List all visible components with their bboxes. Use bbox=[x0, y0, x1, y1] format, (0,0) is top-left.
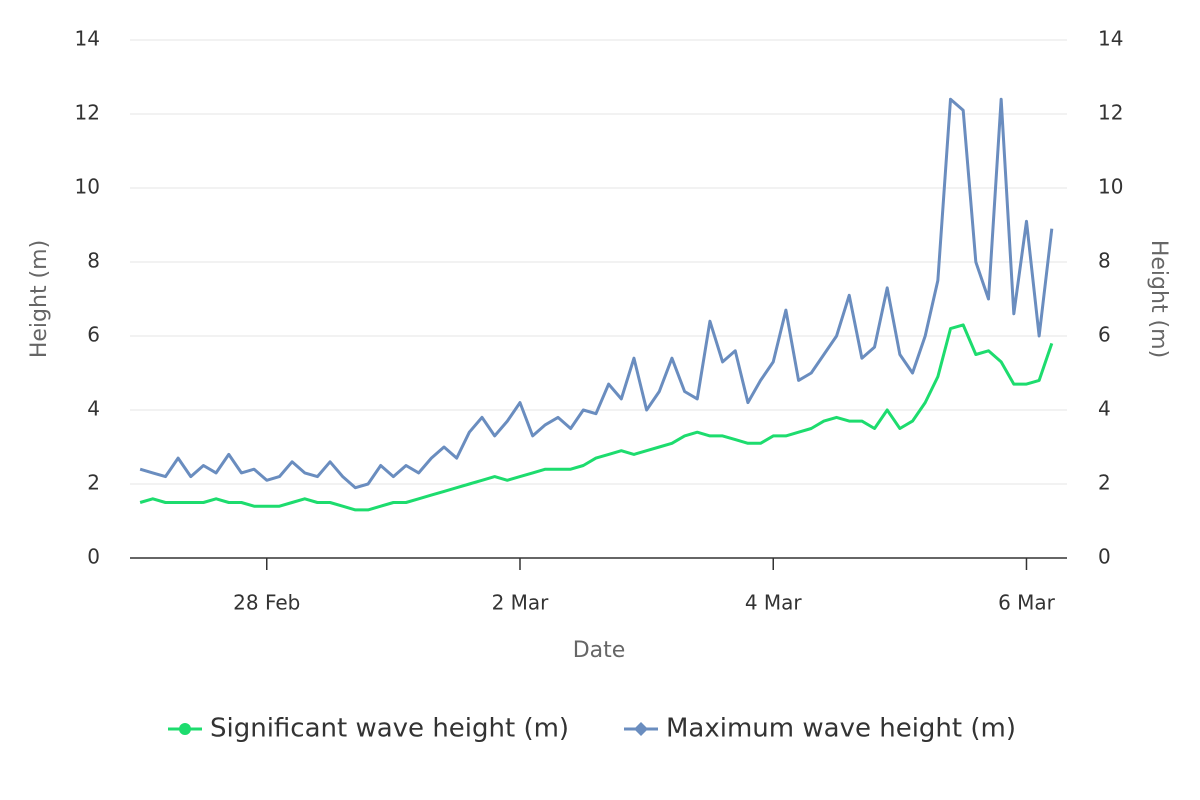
y2-tick-label: 2 bbox=[1098, 471, 1111, 495]
legend-label: Maximum wave height (m) bbox=[666, 714, 1016, 744]
legend-marker bbox=[179, 723, 191, 735]
y2-tick-label: 12 bbox=[1098, 101, 1123, 125]
x-tick-label: 2 Mar bbox=[492, 591, 550, 615]
y2-tick-label: 6 bbox=[1098, 323, 1111, 347]
y2-tick-label: 8 bbox=[1098, 249, 1111, 273]
x-tick-label: 4 Mar bbox=[745, 591, 803, 615]
x-axis-title: Date bbox=[573, 638, 626, 663]
legend-label: Significant wave height (m) bbox=[210, 714, 569, 744]
series-line bbox=[139, 97, 1054, 490]
y-tick-label: 4 bbox=[87, 397, 100, 421]
y-tick-label: 2 bbox=[87, 471, 100, 495]
y-tick-label: 8 bbox=[87, 249, 100, 273]
y2-tick-label: 10 bbox=[1098, 175, 1123, 199]
series-line bbox=[139, 323, 1054, 512]
y2-tick-label: 0 bbox=[1098, 545, 1111, 569]
y-tick-label: 0 bbox=[87, 545, 100, 569]
y2-tick-label: 4 bbox=[1098, 397, 1111, 421]
y2-tick-label: 14 bbox=[1098, 27, 1123, 51]
legend-marker bbox=[634, 722, 648, 736]
y-tick-label: 14 bbox=[75, 27, 100, 51]
y-tick-label: 6 bbox=[87, 323, 100, 347]
y-axis-title: Height (m) bbox=[27, 240, 52, 358]
x-tick-label: 28 Feb bbox=[233, 591, 300, 615]
y-tick-label: 12 bbox=[75, 101, 100, 125]
y-tick-label: 10 bbox=[75, 175, 100, 199]
y2-axis-title: Height (m) bbox=[1146, 240, 1171, 358]
x-tick-label: 6 Mar bbox=[998, 591, 1056, 615]
